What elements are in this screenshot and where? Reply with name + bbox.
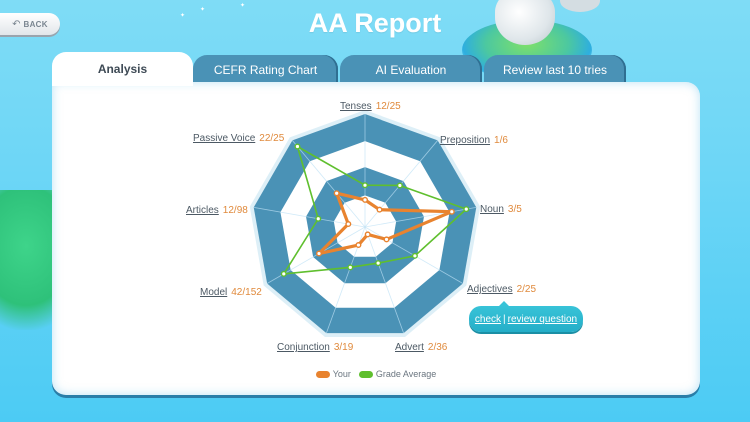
review-question-link[interactable]: review question bbox=[507, 313, 578, 325]
sparkle-icon: ✦ bbox=[240, 3, 246, 9]
back-button[interactable]: ↶ BACK bbox=[0, 13, 60, 35]
axis-label-passive-voice: Passive Voice 22/25 bbox=[193, 133, 285, 144]
back-arrow-icon: ↶ bbox=[12, 18, 21, 30]
legend-grade-average: Grade Average bbox=[358, 369, 436, 379]
axis-link[interactable]: Adjectives bbox=[467, 284, 513, 295]
axis-link[interactable]: Conjunction bbox=[277, 342, 330, 353]
axis-link[interactable]: Noun bbox=[480, 204, 504, 215]
sparkle-icon: ✦ bbox=[200, 7, 206, 13]
axis-label-preposition: Preposition 1/6 bbox=[440, 135, 508, 146]
review-popup: check | review question bbox=[469, 301, 583, 332]
tab-analysis[interactable]: Analysis bbox=[52, 52, 193, 86]
tab-ai-evaluation[interactable]: AI Evaluation bbox=[340, 55, 482, 84]
legend-your: Your bbox=[315, 369, 351, 379]
back-label: BACK bbox=[23, 19, 48, 29]
axis-label-model: Model 42/152 bbox=[200, 287, 262, 298]
axis-label-advert: Advert 2/36 bbox=[395, 342, 448, 353]
tab-cefr-rating-chart[interactable]: CEFR Rating Chart bbox=[193, 55, 338, 84]
your-swatch bbox=[315, 371, 330, 379]
sparkle-icon: ✦ bbox=[180, 13, 186, 19]
tab-review-last-10-tries[interactable]: Review last 10 tries bbox=[484, 55, 626, 84]
axis-link[interactable]: Preposition bbox=[440, 135, 491, 146]
analysis-panel: Tenses 12/25 Preposition 1/6 Noun 3/5 Adjec… bbox=[52, 82, 700, 395]
seal-mascot bbox=[495, 0, 555, 45]
axis-label-adjectives: Adjectives 2/25 bbox=[467, 284, 537, 295]
grade-average-swatch bbox=[358, 371, 373, 379]
check-link[interactable]: check bbox=[474, 313, 502, 325]
seal-tail bbox=[560, 0, 600, 12]
axis-link[interactable]: Articles bbox=[186, 205, 219, 216]
axis-link[interactable]: Model bbox=[200, 287, 228, 298]
axis-label-tenses: Tenses 12/25 bbox=[340, 101, 401, 112]
page-title: AA Report bbox=[308, 8, 442, 38]
chart-legend: Your Grade Average bbox=[52, 369, 700, 379]
axis-link[interactable]: Passive Voice bbox=[193, 133, 256, 144]
axis-link[interactable]: Advert bbox=[395, 342, 424, 353]
axis-label-conjunction: Conjunction 3/19 bbox=[277, 342, 354, 353]
axis-label-articles: Articles 12/98 bbox=[186, 205, 248, 216]
popup-separator: | bbox=[503, 313, 506, 325]
axis-label-noun: Noun 3/5 bbox=[480, 204, 522, 215]
radar-chart bbox=[249, 110, 481, 337]
axis-link[interactable]: Tenses bbox=[340, 101, 372, 112]
